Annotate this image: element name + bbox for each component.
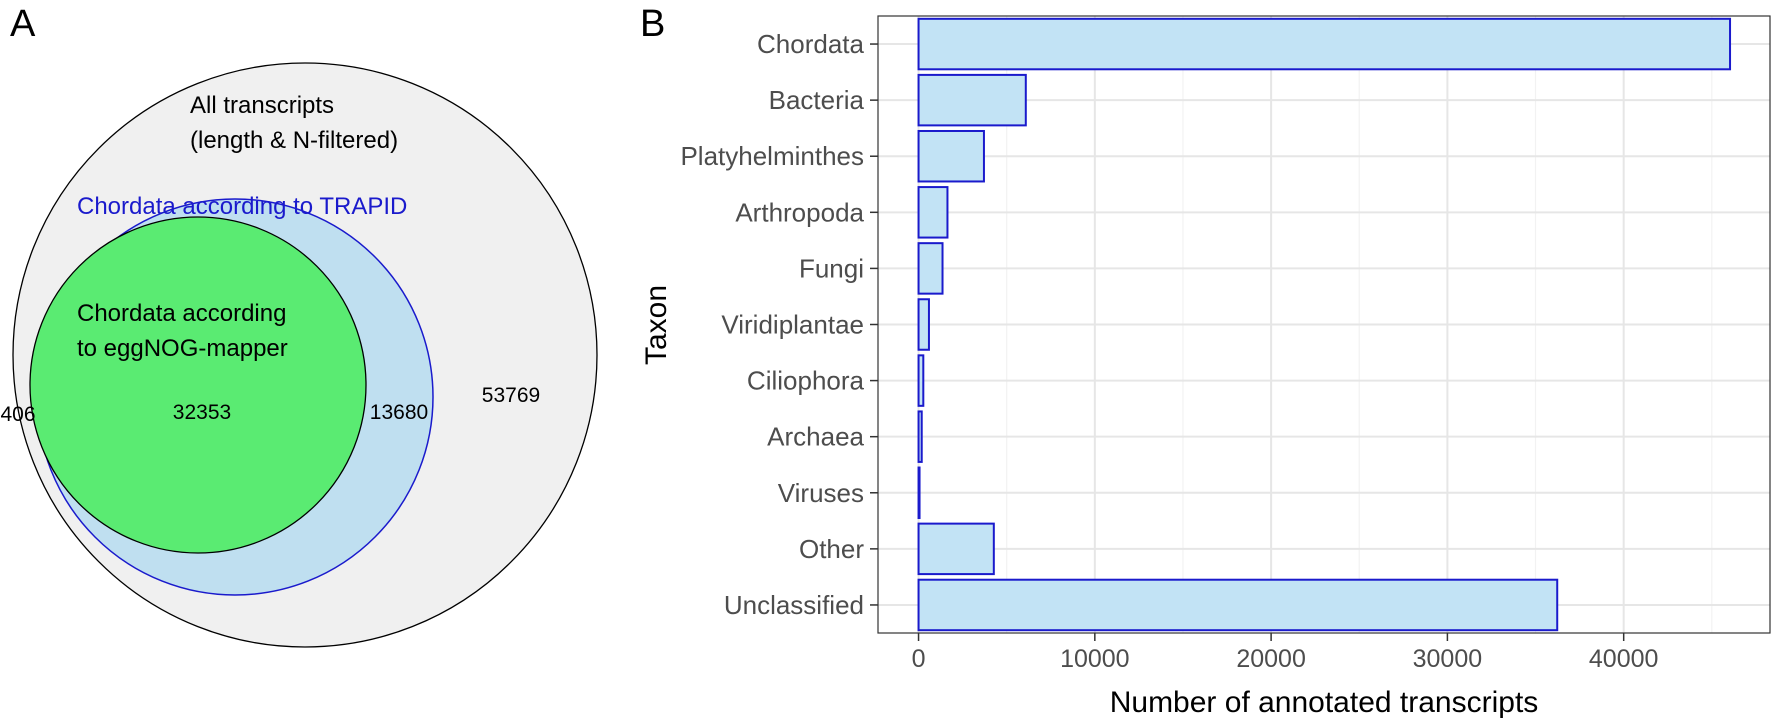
venn-outer-label-line2: (length & N-filtered) — [190, 127, 398, 154]
venn-eggnog-label-line2: to eggNOG-mapper — [77, 335, 288, 362]
bar — [917, 73, 1027, 127]
venn-count-both: 32353 — [173, 401, 231, 424]
x-tick-label: 40000 — [1589, 645, 1659, 673]
y-tick-label: Unclassified — [724, 590, 864, 620]
y-axis-title: Taxon — [640, 285, 673, 365]
venn-count-trapid-only: 13680 — [370, 401, 428, 424]
y-tick-label: Archaea — [767, 422, 864, 452]
venn-count-eggnog-only: 406 — [0, 403, 35, 426]
bar — [917, 17, 1732, 71]
bars-layer — [917, 17, 1732, 632]
y-tick-label: Viridiplantae — [721, 310, 864, 340]
y-tick-label: Platyhelminthes — [680, 141, 864, 171]
grid-layer — [878, 16, 1770, 633]
y-tick-label: Other — [799, 534, 864, 564]
y-axis: Chordata Bacteria Platyhelminthes Arthropod… — [680, 29, 878, 620]
bar — [917, 242, 944, 295]
venn-outer-label-line1: All transcripts — [190, 92, 334, 119]
venn-count-neither: 53769 — [482, 384, 540, 407]
bar — [917, 410, 923, 463]
bar — [917, 298, 930, 351]
y-tick-label: Fungi — [799, 253, 864, 283]
panel-a-label: A — [10, 3, 36, 45]
x-axis-title: Number of annotated transcripts — [1110, 686, 1539, 719]
x-tick-label: 20000 — [1236, 645, 1306, 673]
bar — [917, 354, 925, 407]
y-tick-label: Chordata — [757, 29, 864, 59]
bar — [917, 466, 921, 520]
bar — [917, 129, 985, 183]
y-tick-label: Ciliophora — [747, 366, 865, 396]
x-tick-label: 30000 — [1413, 645, 1483, 673]
x-axis: 0 10000 20000 30000 40000 — [912, 633, 1659, 673]
venn-eggnog-circle — [29, 216, 367, 554]
bar — [917, 578, 1559, 632]
x-tick-label: 0 — [912, 645, 926, 673]
bar — [917, 522, 995, 576]
bar — [917, 186, 949, 239]
x-tick-label: 10000 — [1060, 645, 1130, 673]
venn-diagram: All transcripts (length & N-filtered) Ch… — [0, 62, 598, 648]
y-tick-label: Arthropoda — [735, 197, 864, 227]
venn-trapid-label: Chordata according to TRAPID — [77, 193, 407, 220]
y-tick-label: Viruses — [778, 478, 864, 508]
y-tick-label: Bacteria — [769, 85, 865, 115]
venn-eggnog-label-line1: Chordata according — [77, 300, 286, 327]
bar-chart: Chordata Bacteria Platyhelminthes Arthropod… — [640, 15, 1771, 719]
panel-b-label: B — [640, 3, 665, 45]
